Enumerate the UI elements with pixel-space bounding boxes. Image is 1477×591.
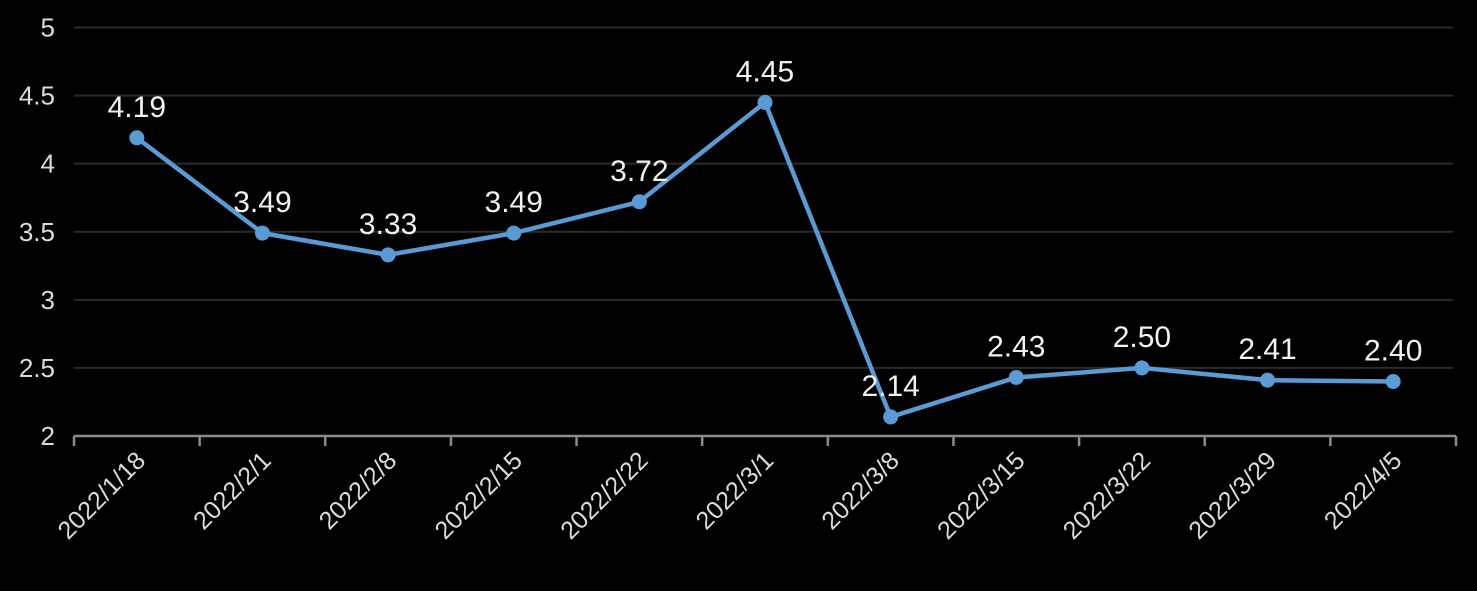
data-point-marker [757, 94, 773, 110]
data-point-marker [380, 247, 396, 263]
data-label: 2.14 [861, 370, 919, 403]
y-tick-label: 2 [41, 421, 55, 451]
x-tick-label: 2022/3/15 [932, 446, 1030, 544]
data-label: 4.45 [736, 55, 794, 88]
data-label: 2.50 [1113, 321, 1171, 354]
data-label: 3.33 [359, 208, 417, 241]
x-tick-label: 2022/2/15 [430, 446, 528, 544]
data-label: 2.41 [1238, 333, 1296, 366]
y-tick-label: 3 [41, 285, 55, 315]
data-point-marker [631, 194, 647, 210]
x-tick-label: 2022/4/5 [1319, 446, 1408, 535]
data-point-marker [1008, 369, 1024, 385]
x-tick-label: 2022/1/18 [53, 446, 151, 544]
x-tick-label: 2022/2/8 [314, 446, 403, 535]
data-point-marker [1385, 374, 1401, 390]
data-label: 3.49 [485, 186, 543, 219]
data-point-marker [1260, 372, 1276, 388]
y-tick-label: 3.5 [19, 217, 55, 247]
data-point-marker [883, 409, 899, 425]
x-tick-label: 2022/2/22 [555, 446, 653, 544]
x-tick-label: 2022/3/8 [816, 446, 905, 535]
series-line [134, 100, 1396, 420]
y-tick-label: 2.5 [19, 353, 55, 383]
x-tick-label: 2022/3/22 [1058, 446, 1156, 544]
data-point-marker [254, 225, 270, 241]
y-tick-label: 4.5 [19, 81, 55, 111]
y-tick-label: 4 [41, 149, 55, 179]
data-point-marker [506, 225, 522, 241]
data-label: 4.19 [108, 91, 166, 124]
data-point-marker [129, 130, 145, 146]
data-point-marker [1134, 360, 1150, 376]
x-tick-label: 2022/3/29 [1183, 446, 1281, 544]
data-label: 2.40 [1364, 335, 1422, 368]
data-label: 2.43 [987, 330, 1045, 363]
data-label: 3.72 [610, 155, 668, 188]
y-tick-label: 5 [41, 13, 55, 43]
data-label: 3.49 [233, 186, 291, 219]
x-tick-label: 2022/3/1 [691, 446, 780, 535]
x-tick-label: 2022/2/1 [188, 446, 277, 535]
